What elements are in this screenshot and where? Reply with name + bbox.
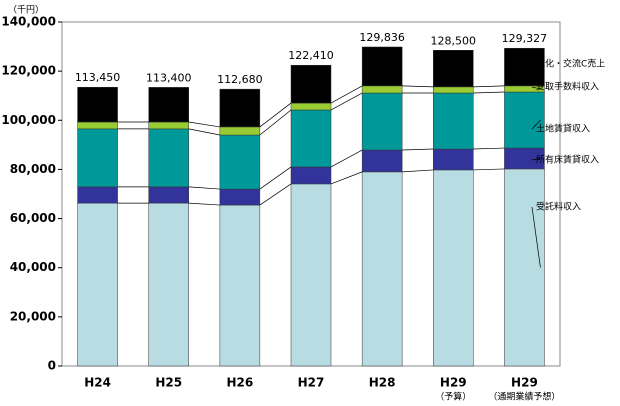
bar-segment: [361, 92, 403, 151]
bar-segment: [290, 166, 332, 185]
bar-segment: [148, 121, 189, 130]
connector: [402, 148, 434, 151]
bar-segment: [77, 121, 118, 130]
x-tick-label: H25: [155, 376, 182, 390]
total-label: 113,400: [146, 71, 192, 84]
y-tick-label: 80,000: [10, 162, 56, 176]
y-tick-label: 20,000: [10, 309, 56, 323]
total-label: 112,680: [217, 73, 263, 86]
legend-leader: [531, 206, 541, 268]
bar-segment: [148, 87, 189, 123]
connector: [259, 109, 292, 136]
x-tick-label: H27: [298, 376, 325, 390]
bar-segment: [219, 188, 261, 206]
y-tick-label: 140,000: [1, 15, 56, 29]
bar-segment: [504, 168, 545, 367]
bar-segment: [290, 102, 332, 111]
y-unit-label: （千円）: [8, 5, 44, 16]
bar-segment: [504, 91, 545, 149]
bar-segment: [148, 186, 189, 204]
y-tick-label: 40,000: [10, 260, 56, 274]
bar-segment: [219, 204, 261, 367]
connector: [259, 183, 292, 206]
bar-segment: [433, 86, 474, 94]
category-note: （通期業績予想）: [488, 391, 560, 403]
total-label: 128,500: [431, 34, 477, 47]
bar-segment: [361, 46, 403, 87]
bar-segment: [504, 47, 545, 87]
bar-segment: [219, 88, 261, 128]
connector: [330, 85, 363, 104]
y-tick-label: 60,000: [10, 211, 56, 225]
bar-segment: [361, 149, 403, 173]
connector: [330, 149, 363, 168]
y-tick-label: 100,000: [1, 113, 56, 127]
total-label: 129,836: [359, 31, 405, 44]
bar-segment: [148, 202, 189, 367]
connector: [473, 147, 505, 150]
connector: [473, 85, 505, 88]
legend-label: 文化・交流C売上: [536, 58, 605, 70]
legend-leader: [531, 63, 541, 68]
bar-segment: [290, 64, 332, 104]
legend-label: 受取手数料収入: [536, 81, 599, 93]
connector: [188, 202, 220, 206]
bar-segment: [77, 202, 118, 367]
category-note: （予算）: [435, 391, 471, 403]
legend-leader: [531, 158, 541, 161]
bar-segment: [433, 148, 474, 171]
bar-segment: [290, 183, 332, 367]
bar-segment: [77, 128, 118, 188]
connector: [473, 91, 505, 94]
bar-segment: [219, 126, 261, 136]
bar-segment: [433, 169, 474, 367]
legend-label: 土地賃貸収入: [536, 123, 590, 135]
bar-segment: [148, 128, 189, 188]
total-label: 113,450: [75, 71, 121, 84]
x-tick-label: H28: [369, 376, 396, 390]
connector: [330, 171, 363, 185]
bar-segment: [433, 50, 474, 88]
legend-leader: [531, 119, 541, 130]
bar-segment: [361, 171, 403, 367]
bar-segment: [361, 85, 403, 94]
y-tick-label: 120,000: [1, 64, 56, 78]
connector: [259, 166, 292, 190]
total-label: 122,410: [288, 49, 334, 62]
legend-label: 受託料収入: [536, 201, 581, 213]
legend-leader: [531, 86, 541, 90]
bar-segment: [77, 186, 118, 204]
x-tick-label: H29: [511, 376, 538, 390]
x-tick-label: H29: [440, 376, 467, 390]
connector: [402, 85, 434, 88]
x-tick-label: H24: [84, 376, 111, 390]
bar-segment: [219, 134, 261, 190]
x-tick-label: H26: [226, 376, 253, 390]
bar-segment: [77, 86, 118, 123]
legend-label: 所有床賃貸収入: [536, 154, 599, 166]
y-tick-label: 0: [48, 359, 56, 373]
connector: [188, 128, 220, 136]
total-label: 129,327: [502, 32, 548, 45]
bar-segment: [433, 92, 474, 150]
connector: [473, 168, 505, 171]
bar-segment: [290, 109, 332, 168]
connector: [330, 92, 363, 111]
connector: [188, 121, 220, 128]
connector: [402, 169, 434, 173]
connector: [259, 102, 292, 128]
connector: [188, 186, 220, 190]
